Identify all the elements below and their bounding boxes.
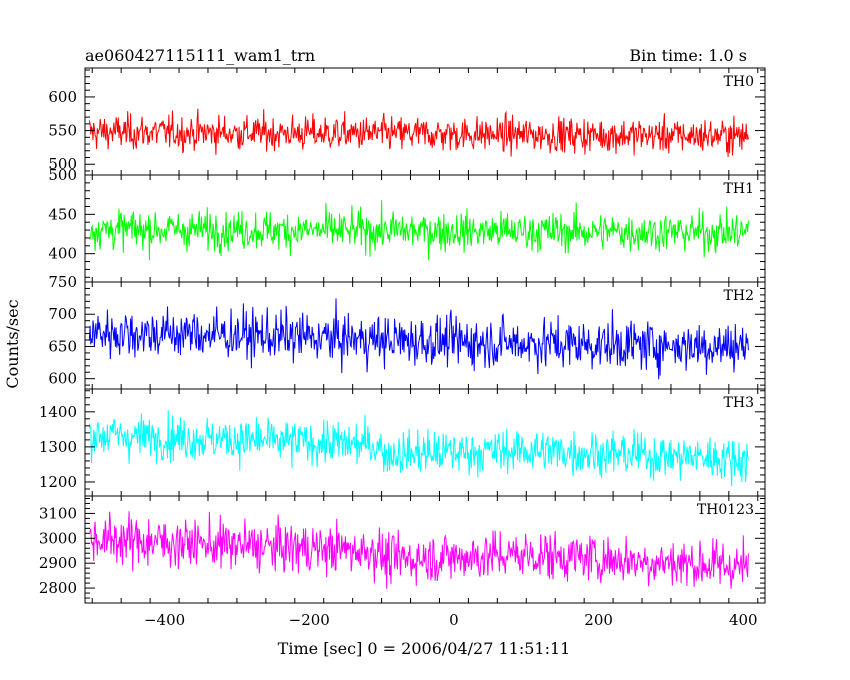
x-tick-label: 400: [729, 611, 758, 629]
y-tick-label: 1200: [39, 473, 77, 491]
y-tick-label: 2900: [39, 554, 77, 572]
y-tick-label: 650: [48, 337, 77, 355]
y-tick-label: 450: [48, 205, 77, 223]
series-th2: [88, 298, 749, 380]
panel-frame-th0: [84, 67, 766, 176]
y-tick-label: 1400: [39, 403, 77, 421]
y-tick-label: 600: [48, 88, 77, 106]
chart-title: ae060427115111_wam1_trn: [85, 46, 315, 65]
panel-frame-th2: [84, 281, 766, 390]
panel-label-th0: TH0: [724, 74, 754, 90]
panel-frame-th0123: [84, 495, 766, 604]
x-tick-label: −200: [289, 611, 330, 629]
y-tick-label: 750: [48, 273, 77, 291]
series-th3: [88, 410, 749, 487]
x-tick-label: 200: [584, 611, 613, 629]
x-tick-label: −400: [144, 611, 185, 629]
bin-time-label: Bin time: 1.0 s: [629, 46, 747, 65]
y-tick-label: 500: [48, 166, 77, 184]
panel-label-th1: TH1: [724, 181, 754, 197]
y-tick-label: 400: [48, 245, 77, 263]
y-tick-label: 600: [48, 370, 77, 388]
series-th0123: [89, 511, 749, 589]
x-tick-label: 0: [449, 611, 459, 629]
series-th1: [88, 200, 749, 261]
y-tick-label: 550: [48, 122, 77, 140]
y-axis-label: Counts/sec: [3, 299, 22, 388]
x-axis-label: Time [sec] 0 = 2006/04/27 11:51:11: [278, 639, 571, 658]
y-tick-label: 700: [48, 305, 77, 323]
panel-label-th0123: TH0123: [697, 502, 754, 518]
panel-frame-th3: [84, 388, 766, 497]
y-tick-label: 3100: [39, 504, 77, 522]
y-tick-label: 3000: [39, 529, 77, 547]
panel-label-th3: TH3: [724, 395, 754, 411]
panels-group: TH0 500 550 600 TH1 400 450 500 TH2 600 650 700 750 T…: [39, 67, 766, 629]
y-tick-label: 500: [48, 155, 77, 173]
panel-label-th2: TH2: [724, 288, 754, 304]
series-th0: [88, 108, 749, 158]
y-tick-label: 1300: [39, 438, 77, 456]
y-tick-label: 2800: [39, 579, 77, 597]
